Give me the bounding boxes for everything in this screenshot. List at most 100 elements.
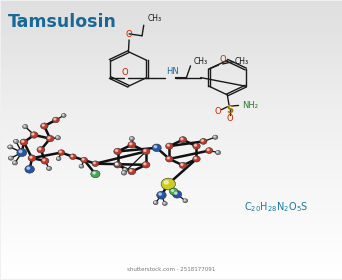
Circle shape [172,191,182,198]
Circle shape [153,201,158,205]
Circle shape [32,133,34,135]
Circle shape [207,149,209,151]
Circle shape [193,143,200,149]
Circle shape [14,162,15,163]
Circle shape [55,136,61,140]
Circle shape [130,137,132,139]
Circle shape [166,156,173,162]
Circle shape [144,163,146,165]
Circle shape [116,150,118,151]
Circle shape [19,150,22,153]
Circle shape [163,202,165,204]
Circle shape [154,202,156,203]
Circle shape [166,143,173,149]
Circle shape [30,132,38,138]
Circle shape [213,135,218,139]
Circle shape [130,143,132,145]
Circle shape [91,170,100,178]
Circle shape [57,158,58,159]
Text: S: S [226,106,233,115]
Circle shape [54,118,56,120]
Circle shape [122,172,124,173]
Text: shutterstock.com · 2518177091: shutterstock.com · 2518177091 [127,267,215,272]
Circle shape [167,144,169,146]
Circle shape [128,141,136,148]
Circle shape [20,139,28,145]
Circle shape [114,148,122,155]
Circle shape [79,164,84,168]
Circle shape [41,158,49,164]
Circle shape [174,192,177,194]
Text: O: O [220,55,226,64]
Circle shape [154,146,157,148]
Circle shape [179,137,187,143]
Circle shape [179,162,187,168]
Circle shape [159,193,161,195]
Circle shape [93,162,95,164]
Circle shape [39,148,41,150]
Circle shape [80,165,81,166]
Circle shape [128,168,136,175]
Circle shape [92,161,99,167]
Circle shape [71,155,73,157]
Circle shape [15,140,16,141]
Circle shape [200,139,207,144]
Circle shape [194,144,197,146]
Circle shape [30,156,32,158]
Circle shape [130,170,132,171]
Text: O: O [121,68,128,77]
Circle shape [82,158,84,160]
Text: O: O [215,106,221,116]
Circle shape [27,167,30,169]
Circle shape [142,162,150,168]
Circle shape [193,156,200,162]
Circle shape [201,140,203,141]
Circle shape [142,148,150,155]
Circle shape [215,150,221,155]
Circle shape [58,150,65,155]
Circle shape [23,125,28,129]
Circle shape [183,199,188,203]
Circle shape [9,146,10,147]
Circle shape [116,163,117,165]
Circle shape [46,136,54,142]
Circle shape [61,113,66,117]
Circle shape [171,190,174,192]
Circle shape [170,188,178,195]
Circle shape [10,157,11,158]
Circle shape [48,167,49,168]
Circle shape [157,191,166,199]
Circle shape [114,162,122,168]
Circle shape [56,157,61,161]
Text: O: O [226,114,233,123]
Circle shape [144,150,146,151]
Circle shape [194,157,197,159]
Circle shape [81,157,88,163]
Circle shape [12,161,17,165]
Circle shape [115,162,120,167]
Circle shape [152,144,161,151]
Circle shape [181,164,183,165]
Circle shape [24,125,25,127]
Circle shape [116,163,118,165]
Text: NH₂: NH₂ [242,101,258,110]
Text: C$_{20}$H$_{28}$N$_{2}$O$_{5}$S: C$_{20}$H$_{28}$N$_{2}$O$_{5}$S [245,200,309,214]
Circle shape [56,137,58,138]
Circle shape [37,146,45,153]
Circle shape [69,154,76,160]
Circle shape [52,117,59,123]
Circle shape [216,151,218,153]
Circle shape [124,169,125,170]
Circle shape [25,165,35,173]
Circle shape [43,159,45,161]
Text: O: O [126,30,132,39]
Circle shape [60,151,61,153]
Circle shape [47,166,52,171]
Circle shape [206,148,213,153]
Circle shape [162,202,167,206]
Circle shape [214,136,215,137]
Circle shape [17,148,27,157]
Circle shape [167,157,169,159]
Text: CH₃: CH₃ [194,57,208,66]
Circle shape [129,137,134,141]
